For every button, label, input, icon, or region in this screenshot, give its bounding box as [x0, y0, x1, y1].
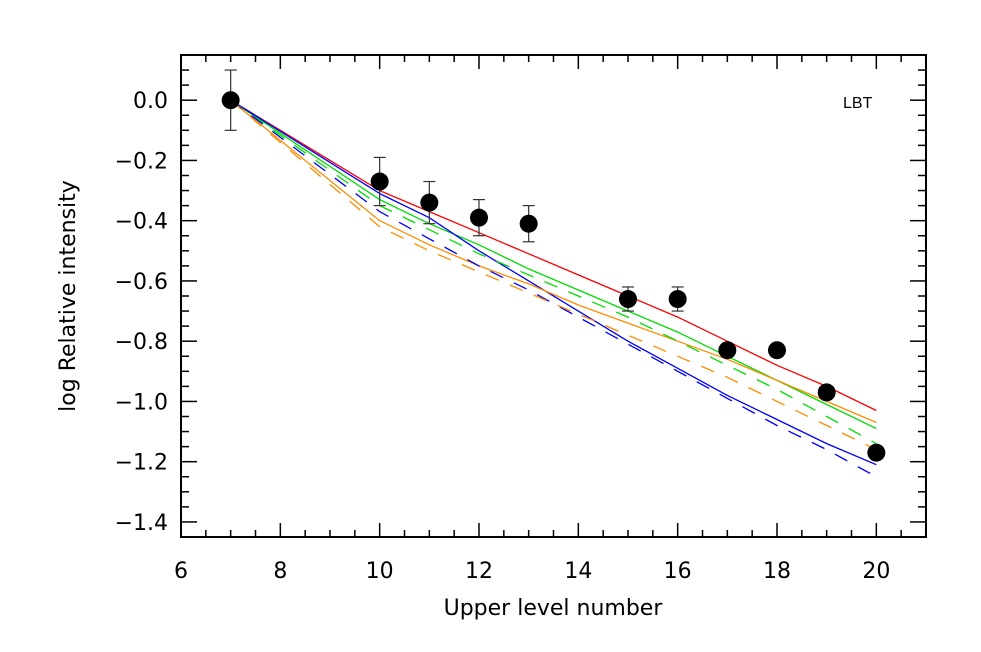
data-point: [470, 208, 488, 227]
y-axis-title: log Relative intensity: [56, 180, 81, 412]
model-lines: [230, 99, 877, 478]
y-tick-label: −0.2: [115, 149, 168, 174]
x-tick-label: 16: [664, 559, 692, 584]
y-tick-labels: 0.0 −0.2 −0.4 −0.6 −0.8 −1.0 −1.2 −1.4: [115, 89, 168, 536]
model-orange-dashed-line: [230, 99, 877, 451]
x-tick-label: 12: [465, 559, 493, 584]
x-tick-label: 10: [366, 559, 394, 584]
data-point: [718, 341, 737, 360]
x-tick-label: 20: [862, 559, 890, 584]
data-point: [768, 341, 786, 360]
model-red-solid-line: [230, 99, 877, 412]
data-point: [619, 290, 637, 309]
y-tick-label: −0.6: [115, 270, 168, 295]
data-point: [370, 172, 389, 191]
y-tick-label: −1.2: [115, 451, 168, 476]
model-orange-solid-line: [230, 99, 877, 424]
x-tick-label: 8: [273, 559, 287, 584]
y-tick-label: 0.0: [133, 89, 168, 114]
observed-points: [221, 69, 886, 462]
x-axis-title: Upper level number: [444, 596, 664, 621]
data-point: [668, 290, 687, 309]
axis-ticks: [180, 54, 927, 538]
y-tick-label: −0.8: [115, 330, 168, 355]
data-point: [867, 443, 886, 462]
y-tick-label: −0.4: [115, 210, 168, 235]
data-point: [519, 214, 538, 233]
y-tick-label: −1.0: [115, 390, 168, 415]
y-tick-label: −1.4: [115, 511, 168, 536]
x-tick-label: 14: [564, 559, 592, 584]
data-point: [221, 91, 240, 110]
data-point: [420, 193, 439, 212]
x-tick-labels: 6 8 10 12 14 16 18 20: [174, 559, 890, 584]
annotation-label: LBT: [843, 95, 873, 112]
x-tick-label: 6: [174, 559, 188, 584]
data-point: [817, 383, 836, 402]
x-tick-label: 18: [763, 559, 791, 584]
model-green-dashed-line: [230, 99, 877, 445]
model-blue-solid-line: [230, 99, 877, 466]
